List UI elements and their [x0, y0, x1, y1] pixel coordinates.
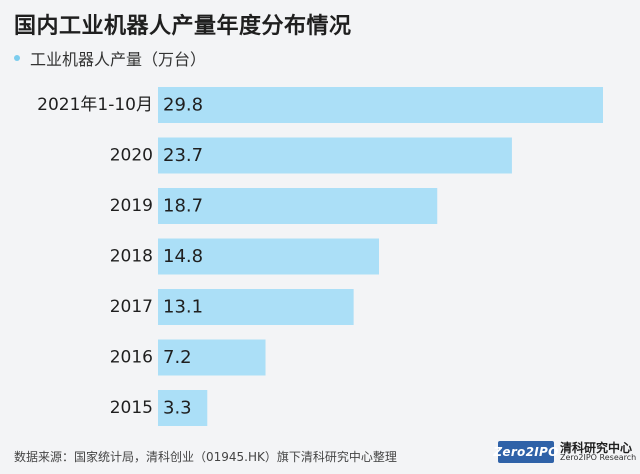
bar: [158, 289, 354, 325]
category-label: 2018: [110, 247, 153, 267]
legend-label: 工业机器人产量（万台）: [30, 50, 207, 69]
category-label: 2021年1-10月: [37, 95, 153, 115]
bar: [158, 390, 208, 426]
bar: [158, 339, 266, 376]
logo-name-cn: 清科研究中心: [560, 440, 633, 455]
bar: [158, 137, 512, 174]
value-label: 7.2: [163, 347, 192, 368]
category-label: 2017: [110, 297, 153, 317]
category-label: 2015: [110, 398, 153, 418]
bar: [158, 87, 603, 123]
value-label: 29.8: [163, 95, 203, 116]
value-label: 14.8: [163, 246, 203, 267]
value-label: 23.7: [163, 145, 203, 166]
category-label: 2016: [110, 348, 153, 368]
logo-mark: Zero2IPO: [493, 441, 558, 463]
bar: [158, 238, 380, 275]
value-label: 13.1: [163, 297, 203, 318]
category-label: 2020: [110, 146, 153, 166]
logo-name-en: Zero2IPO Research: [560, 453, 637, 463]
bar: [158, 188, 438, 224]
legend-marker: [14, 55, 20, 61]
legend: 工业机器人产量（万台）: [14, 46, 206, 70]
data-source-note: 数据来源：国家统计局，清科创业（01945.HK）旗下清科研究中心整理: [14, 450, 397, 464]
brand-logo: Zero2IPO 清科研究中心 Zero2IPO Research: [493, 440, 637, 463]
chart-title: 国内工业机器人产量年度分布情况: [14, 14, 352, 39]
value-label: 3.3: [163, 398, 192, 419]
logo-text: 清科研究中心 Zero2IPO Research: [560, 440, 637, 463]
value-label: 18.7: [163, 196, 203, 217]
category-label: 2019: [110, 196, 153, 216]
